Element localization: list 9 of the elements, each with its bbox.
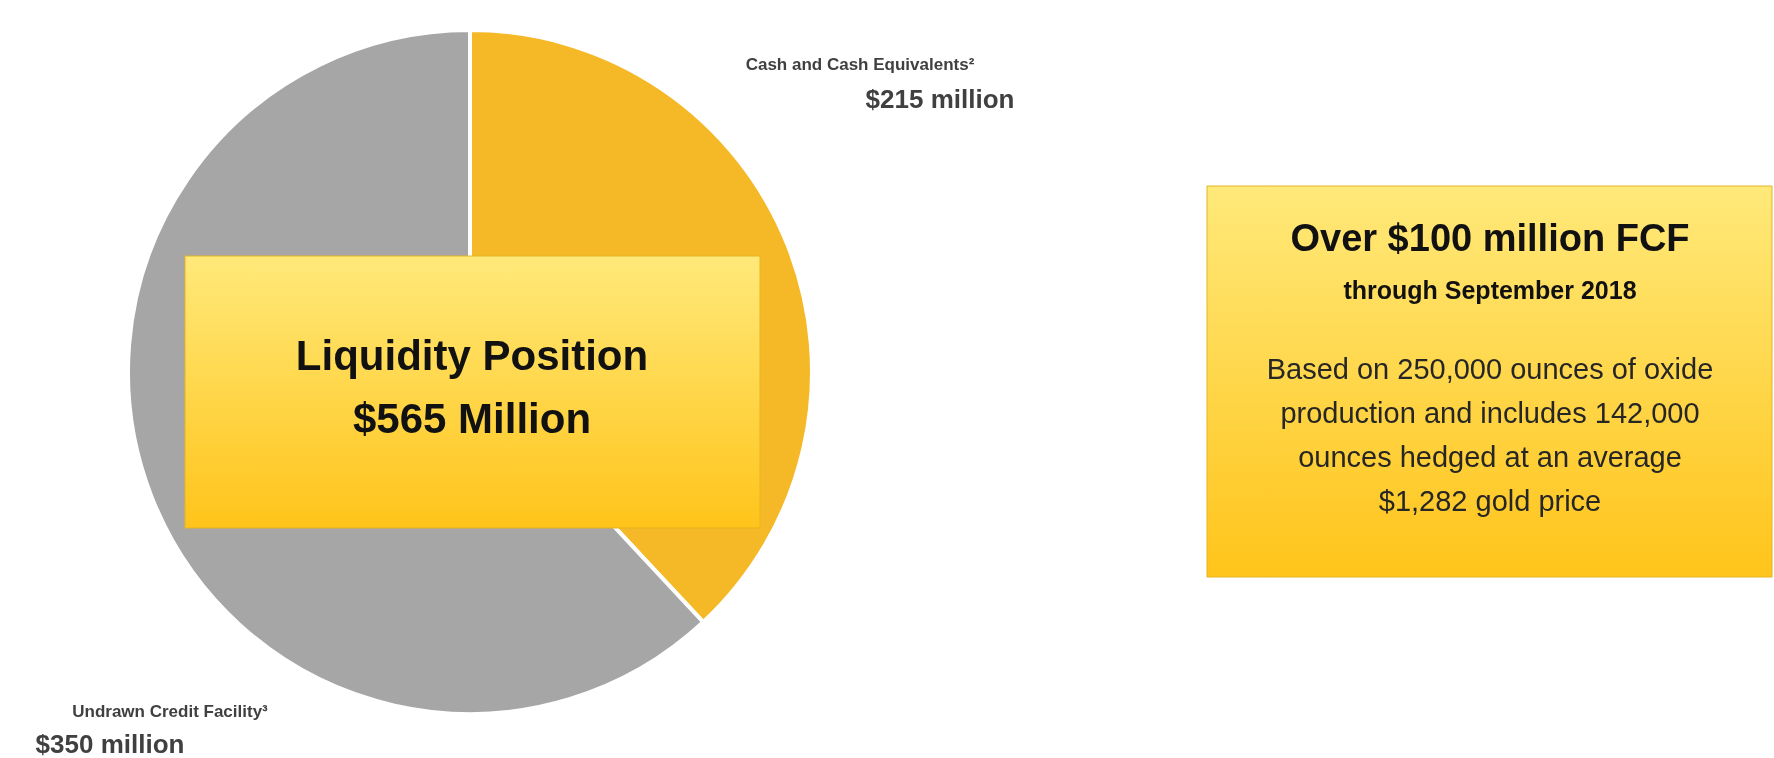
text: Over $100 million FCF: [1290, 217, 1690, 259]
text: through September 2018: [1343, 276, 1637, 304]
data-label: $350 million: [35, 729, 185, 758]
text: $565 Million: [352, 395, 592, 442]
data-label: $215 million: [865, 84, 1015, 114]
slice-label: Undrawn Credit Facility³: [72, 702, 269, 721]
slice-label: Cash and Cash Equivalents²: [745, 55, 975, 74]
text: Liquidity Position: [295, 332, 649, 379]
text: Based on 250,000 ounces of oxide production and includes 142,000 ounces hedged at an average $1,282 gold price: [1266, 353, 1714, 517]
